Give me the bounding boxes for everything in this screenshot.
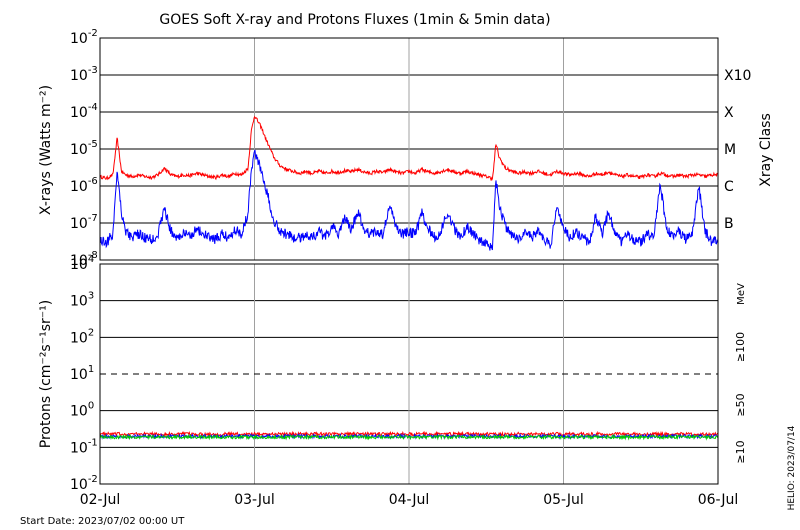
proton-y-tick-label: 100 bbox=[70, 401, 94, 420]
xray-y-tick-exponent: -6 bbox=[88, 176, 98, 187]
xray-y-tick-base: 10 bbox=[70, 216, 88, 232]
xray-y-tick-base: 10 bbox=[70, 253, 88, 269]
xray-y-tick-base: 10 bbox=[70, 31, 88, 47]
proton-y-tick-exponent: 4 bbox=[88, 254, 94, 265]
proton-y-tick-label: 10-1 bbox=[70, 437, 98, 456]
xray-day-lines bbox=[254, 38, 564, 260]
xray-y-tick-base: 10 bbox=[70, 142, 88, 158]
xray-y-tick-label: 10-3 bbox=[70, 65, 98, 84]
x-tick-label: 04-Jul bbox=[389, 492, 430, 508]
proton-y-tick-base: 10 bbox=[70, 294, 88, 310]
x-tick-label: 06-Jul bbox=[698, 492, 739, 508]
proton-y-tick-base: 10 bbox=[70, 440, 88, 456]
xray-y-tick-exponent: -2 bbox=[88, 28, 98, 39]
proton-y-tick-base: 10 bbox=[70, 257, 88, 273]
proton-legend-entry: ≥50 bbox=[734, 393, 747, 416]
helio-date-stamp: HELIO: 2023/07/14 bbox=[787, 425, 797, 510]
proton-legend-entry: ≥100 bbox=[734, 332, 747, 362]
proton-y-axis-label: Protons (cm⁻²s⁻¹sr⁻¹) bbox=[38, 300, 54, 449]
xray-y-tick-label: 10-5 bbox=[70, 139, 98, 158]
xray-plot-frame bbox=[99, 37, 719, 261]
proton-y-tick-exponent: -2 bbox=[88, 474, 98, 485]
proton-y-tick-label: 104 bbox=[70, 254, 94, 273]
xray-y-tick-label: 10-7 bbox=[70, 213, 98, 232]
xray-y-tick-base: 10 bbox=[70, 105, 88, 121]
xray-y-tick-label: 10-2 bbox=[70, 28, 98, 47]
xray-y-tick-labels: 10-210-310-410-510-610-710-8 bbox=[70, 28, 98, 269]
x-tick-label: 05-Jul bbox=[543, 492, 584, 508]
xray-class-label: C bbox=[724, 179, 734, 195]
xray-y-tick-base: 10 bbox=[70, 179, 88, 195]
xray-class-label: B bbox=[724, 216, 734, 232]
xray-y-tick-exponent: -3 bbox=[88, 65, 98, 76]
proton-y-tick-exponent: -1 bbox=[88, 437, 98, 448]
proton-y-tick-exponent: 3 bbox=[88, 291, 94, 302]
xray-y-tick-label: 10-6 bbox=[70, 176, 98, 195]
series-line-proton-100 bbox=[99, 433, 719, 441]
proton-y-tick-base: 10 bbox=[70, 404, 88, 420]
xray-y-tick-exponent: -8 bbox=[88, 250, 98, 261]
proton-y-tick-base: 10 bbox=[70, 330, 88, 346]
start-date-label: Start Date: 2023/07/02 00:00 UT bbox=[20, 516, 185, 527]
series-line-xray-long bbox=[99, 115, 719, 182]
proton-y-tick-base: 10 bbox=[70, 367, 88, 383]
xray-class-label: X bbox=[724, 105, 734, 121]
chart-title: GOES Soft X-ray and Protons Fluxes (1min… bbox=[159, 12, 550, 28]
proton-y-tick-exponent: 2 bbox=[88, 327, 94, 338]
proton-y-tick-label: 102 bbox=[70, 327, 94, 346]
xray-y-tick-exponent: -7 bbox=[88, 213, 98, 224]
xray-class-labels: X10 X M C B bbox=[724, 68, 751, 232]
proton-y-tick-exponent: 0 bbox=[88, 401, 94, 412]
xray-y-tick-base: 10 bbox=[70, 68, 88, 84]
x-tick-label: 03-Jul bbox=[234, 492, 275, 508]
proton-plot-frame bbox=[99, 263, 719, 485]
proton-y-tick-label: 101 bbox=[70, 364, 94, 383]
proton-legend-entry: ≥10 bbox=[734, 440, 747, 463]
xray-class-label: M bbox=[724, 142, 736, 158]
xray-class-axis-label: Xray Class bbox=[758, 113, 774, 187]
proton-y-tick-exponent: 1 bbox=[88, 364, 94, 375]
proton-y-tick-label: 103 bbox=[70, 291, 94, 310]
xray-y-axis-label: X-rays (Watts m⁻²) bbox=[38, 85, 54, 215]
xray-class-label: X10 bbox=[724, 68, 751, 84]
proton-y-tick-label: 10-2 bbox=[70, 474, 98, 493]
series-line-xray-short bbox=[99, 149, 719, 251]
x-tick-label: 02-Jul bbox=[80, 492, 121, 508]
xray-y-tick-exponent: -5 bbox=[88, 139, 98, 150]
xray-y-tick-label: 10-8 bbox=[70, 250, 98, 269]
x-tick-labels: 02-Jul 03-Jul 04-Jul 05-Jul 06-Jul bbox=[80, 492, 739, 508]
xray-y-tick-exponent: -4 bbox=[88, 102, 98, 113]
xray-y-tick-label: 10-4 bbox=[70, 102, 98, 121]
proton-unit-label: MeV bbox=[736, 283, 747, 305]
proton-legend: ≥100 ≥50 ≥10 bbox=[734, 332, 747, 464]
proton-y-tick-base: 10 bbox=[70, 477, 88, 493]
